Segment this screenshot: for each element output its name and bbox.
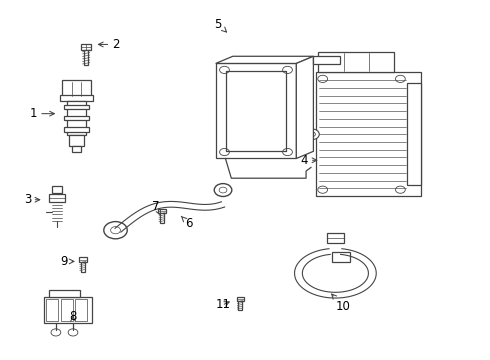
Polygon shape — [216, 56, 314, 63]
Circle shape — [51, 329, 61, 336]
Bar — [237, 297, 244, 301]
Circle shape — [395, 75, 405, 82]
Bar — [84, 50, 88, 65]
Circle shape — [220, 148, 229, 156]
Circle shape — [321, 57, 330, 63]
Bar — [158, 209, 166, 213]
Circle shape — [305, 129, 319, 140]
Bar — [67, 101, 86, 135]
Bar — [160, 213, 164, 223]
Circle shape — [395, 186, 405, 193]
Bar — [44, 297, 92, 323]
Circle shape — [283, 66, 293, 73]
Bar — [49, 194, 65, 202]
Bar — [332, 252, 350, 262]
Circle shape — [220, 66, 229, 73]
Text: 9: 9 — [60, 255, 74, 268]
Bar — [216, 63, 296, 158]
Bar — [316, 72, 421, 196]
Text: 3: 3 — [24, 193, 40, 206]
Bar — [72, 146, 81, 152]
Text: 11: 11 — [216, 298, 230, 311]
Text: 2: 2 — [98, 38, 119, 51]
Bar — [61, 300, 73, 320]
Text: 8: 8 — [69, 310, 77, 324]
Text: 10: 10 — [332, 294, 350, 313]
Bar — [64, 105, 89, 109]
Bar — [46, 300, 58, 320]
Text: 1: 1 — [30, 107, 54, 120]
Circle shape — [111, 226, 121, 234]
Polygon shape — [296, 56, 314, 158]
Circle shape — [104, 222, 127, 239]
Bar — [79, 257, 87, 262]
Text: 4: 4 — [301, 154, 317, 167]
Bar — [75, 300, 87, 320]
Polygon shape — [314, 56, 340, 64]
Bar — [64, 116, 89, 120]
Circle shape — [309, 132, 316, 137]
Circle shape — [318, 75, 328, 82]
Bar — [49, 290, 80, 297]
Circle shape — [283, 148, 293, 156]
Text: 6: 6 — [181, 216, 193, 230]
Bar — [407, 83, 421, 185]
Bar — [52, 186, 62, 193]
Circle shape — [318, 186, 328, 193]
Bar — [238, 301, 242, 310]
Bar — [64, 127, 89, 132]
Circle shape — [68, 329, 78, 336]
Bar — [69, 135, 84, 146]
Bar — [81, 44, 91, 50]
Text: 7: 7 — [152, 200, 161, 216]
Circle shape — [214, 184, 232, 197]
Circle shape — [219, 187, 227, 193]
Bar — [60, 95, 93, 101]
Text: 5: 5 — [215, 18, 226, 32]
Bar — [62, 80, 91, 98]
Bar — [81, 262, 85, 271]
Bar — [327, 233, 344, 243]
Bar — [318, 51, 394, 72]
